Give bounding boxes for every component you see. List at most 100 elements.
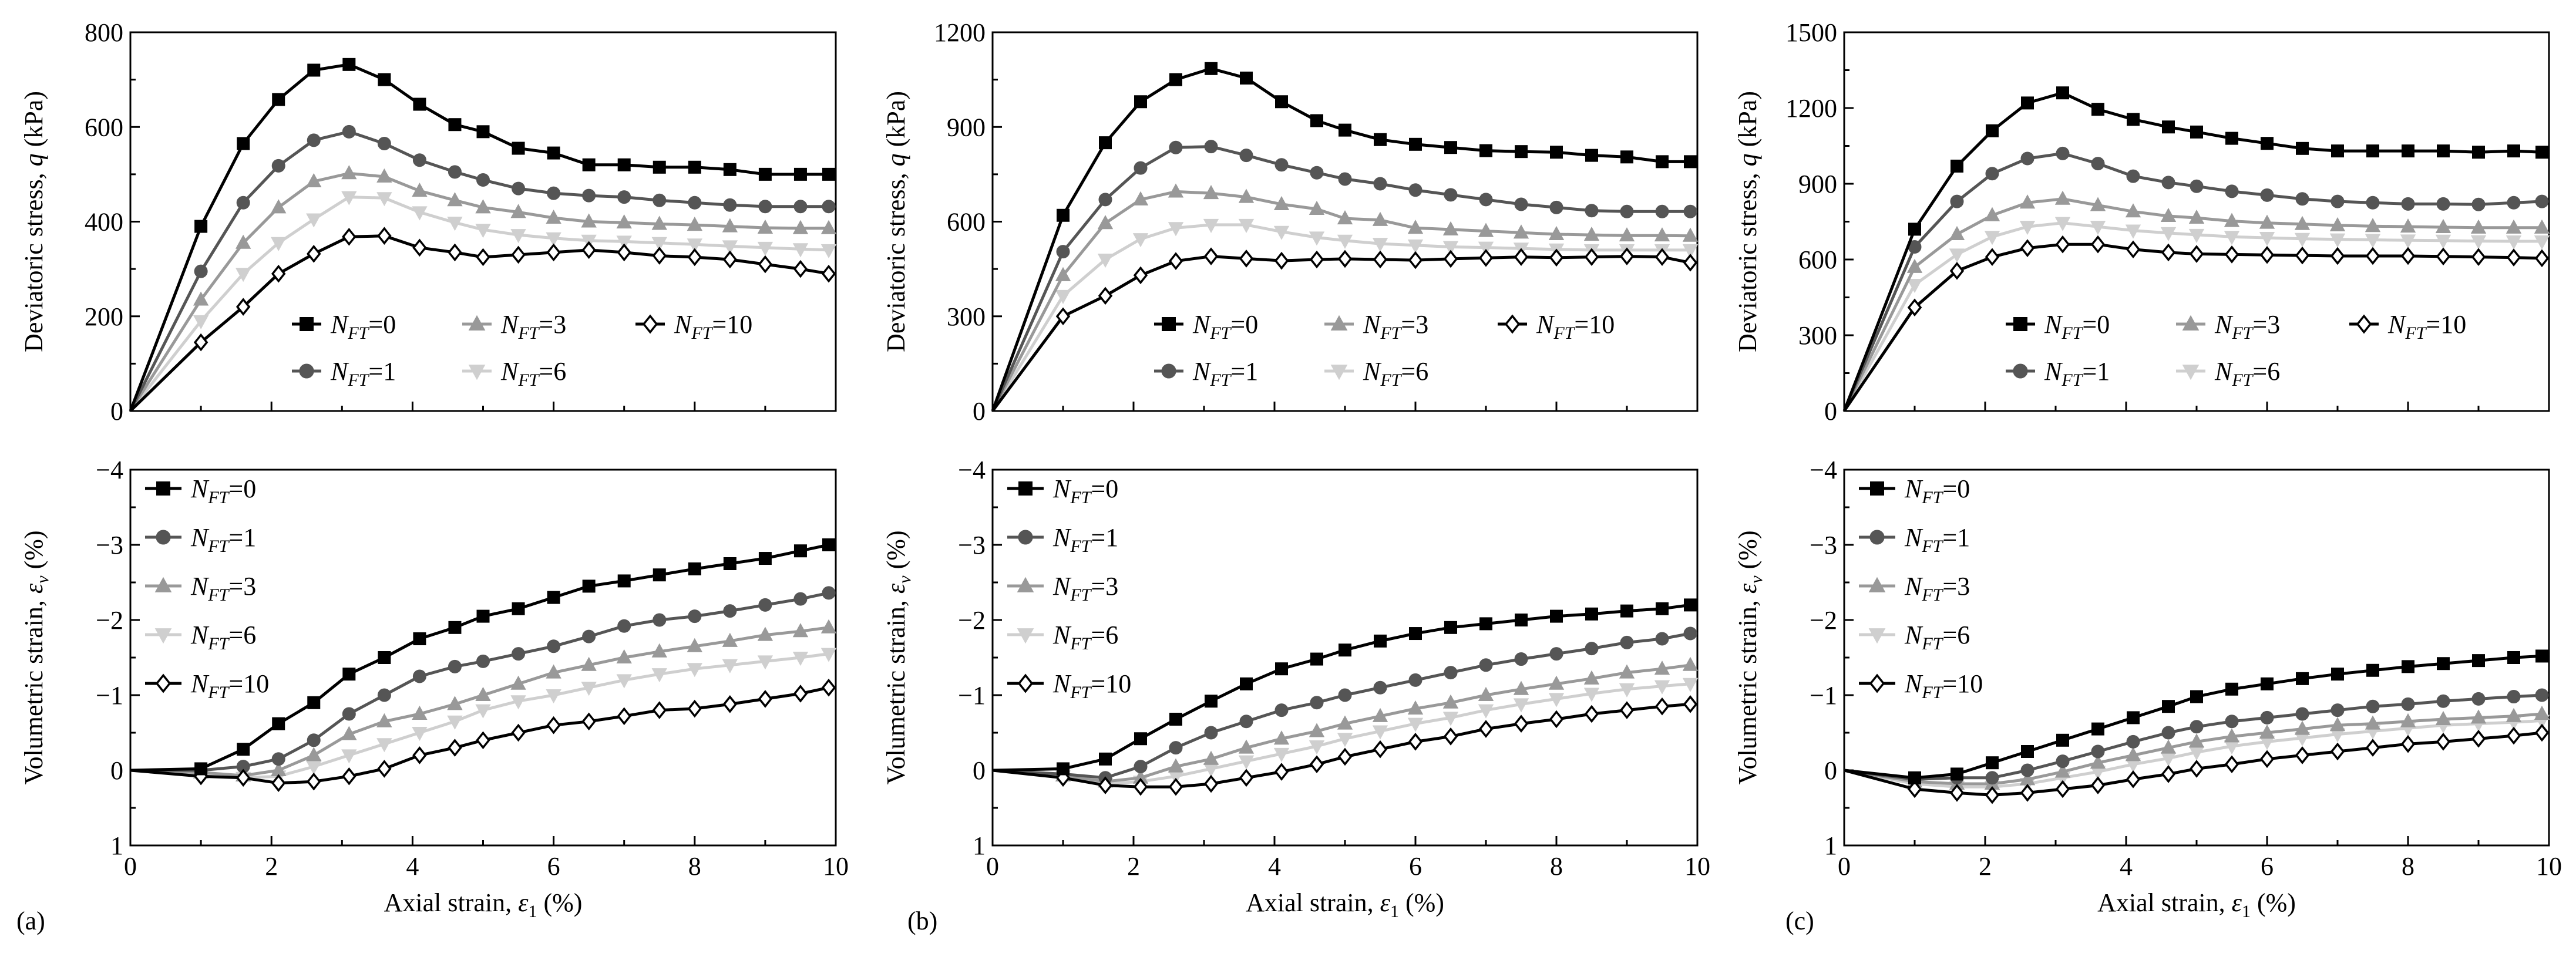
series-line bbox=[1844, 712, 2543, 786]
data-point bbox=[1309, 755, 1324, 774]
data-point bbox=[617, 707, 631, 726]
data-point bbox=[307, 733, 321, 747]
legend-value: =10 bbox=[712, 310, 752, 339]
legend-n: N bbox=[1363, 310, 1382, 339]
data-point bbox=[617, 243, 631, 262]
data-point bbox=[341, 191, 357, 205]
data-point bbox=[2021, 96, 2034, 110]
data-point bbox=[1203, 774, 1219, 793]
y-tick-label: −4 bbox=[96, 456, 123, 484]
legend-value: =0 bbox=[1230, 310, 1258, 339]
series-n0 bbox=[129, 58, 835, 412]
data-point bbox=[651, 215, 667, 230]
series-n0 bbox=[992, 598, 1697, 776]
data-point bbox=[413, 97, 426, 111]
data-point bbox=[1619, 227, 1635, 242]
legend-n: N bbox=[2044, 310, 2063, 339]
y-tick-label: −3 bbox=[1810, 531, 1837, 560]
data-point bbox=[1309, 200, 1325, 215]
y-label-text: Volumetric strain, bbox=[1733, 594, 1762, 784]
data-point bbox=[476, 173, 490, 187]
data-point bbox=[476, 609, 490, 623]
legend-marker bbox=[2356, 314, 2372, 334]
data-point bbox=[1133, 777, 1148, 796]
data-point bbox=[616, 214, 632, 229]
data-point bbox=[1098, 193, 1112, 207]
data-point bbox=[792, 243, 809, 258]
legend: N FT=0 NFT=3 NFT=10 NFT=1 NFT=6 bbox=[1154, 310, 1615, 390]
y-tick-label: 200 bbox=[85, 302, 123, 331]
data-point bbox=[2090, 754, 2106, 769]
data-point bbox=[2090, 776, 2106, 794]
y-label-text: Volumetric strain, bbox=[882, 594, 910, 784]
legend-n: N bbox=[190, 621, 210, 649]
data-point bbox=[1310, 652, 1323, 666]
legend-label: NFT=6 bbox=[1363, 357, 1428, 390]
legend-label: NFT=6 bbox=[1052, 621, 1118, 653]
legend-value: =1 bbox=[1942, 523, 1970, 552]
legend-subscript: FT bbox=[347, 324, 369, 343]
data-point bbox=[652, 247, 667, 265]
plot-a-top: 0 200 400 600 800 Deviatoric stress, q (kPa) N… bbox=[19, 18, 837, 426]
data-point bbox=[2055, 235, 2070, 254]
data-point bbox=[1654, 227, 1670, 242]
legend-label: NFT=3 bbox=[1363, 310, 1428, 343]
data-point bbox=[1442, 712, 1459, 726]
data-point bbox=[1274, 158, 1289, 172]
data-point bbox=[307, 133, 321, 147]
legend-subscript: FT bbox=[1921, 585, 1943, 605]
y-tick-label: 0 bbox=[973, 397, 986, 426]
y-label-subscript: v bbox=[895, 575, 914, 584]
legend-label: NFT=0 bbox=[2044, 310, 2110, 343]
data-point bbox=[1620, 635, 1634, 649]
data-point bbox=[194, 264, 208, 278]
data-point bbox=[2330, 742, 2345, 761]
data-point bbox=[1204, 140, 1218, 154]
legend-label: NFT=1 bbox=[190, 523, 256, 556]
data-point bbox=[2437, 657, 2450, 670]
legend-n: N bbox=[190, 523, 210, 552]
data-point bbox=[2189, 245, 2204, 263]
data-point bbox=[1682, 244, 1699, 258]
data-point bbox=[193, 333, 208, 352]
data-point bbox=[1239, 149, 1253, 163]
legend-item-n1: NFT=1 bbox=[292, 357, 396, 390]
legend-marker bbox=[1868, 628, 1886, 644]
legend-label: NFT=0 bbox=[1052, 474, 1118, 507]
data-point bbox=[1683, 695, 1698, 713]
data-point bbox=[511, 723, 526, 742]
legend-value: =3 bbox=[539, 310, 566, 339]
y-axis-label: Deviatoric stress, q (kPa) bbox=[19, 91, 48, 352]
legend-subscript: FT bbox=[1209, 324, 1232, 343]
data-point bbox=[793, 260, 808, 278]
data-point bbox=[1337, 715, 1353, 730]
data-point bbox=[651, 237, 667, 251]
data-point bbox=[1169, 741, 1183, 755]
legend-n: N bbox=[190, 669, 210, 698]
y-tick-label: −3 bbox=[96, 531, 123, 560]
legend-label: NFT=3 bbox=[1904, 572, 1970, 605]
legend-item-n10: NFT=10 bbox=[1498, 310, 1615, 343]
series-n3 bbox=[129, 165, 837, 412]
data-point bbox=[2472, 146, 2485, 159]
data-point bbox=[1407, 717, 1424, 732]
legend-item-n0: NFT=0 bbox=[1859, 474, 1970, 507]
y-label-unit: (%) bbox=[882, 530, 910, 575]
data-point bbox=[1548, 675, 1565, 690]
data-point bbox=[2261, 137, 2274, 150]
data-point bbox=[1372, 707, 1388, 722]
legend-value: =6 bbox=[1942, 621, 1970, 649]
legend-label: NFT=1 bbox=[1192, 357, 1258, 390]
series-n10 bbox=[129, 227, 836, 412]
legend-value: =10 bbox=[1574, 310, 1615, 339]
data-point bbox=[512, 141, 525, 155]
data-point bbox=[447, 715, 463, 730]
legend-marker bbox=[2182, 315, 2200, 331]
data-point bbox=[2160, 227, 2177, 241]
data-point bbox=[758, 552, 772, 565]
data-point bbox=[546, 716, 561, 734]
series-line bbox=[130, 686, 829, 785]
legend-n: N bbox=[190, 474, 210, 503]
data-point bbox=[235, 268, 251, 282]
